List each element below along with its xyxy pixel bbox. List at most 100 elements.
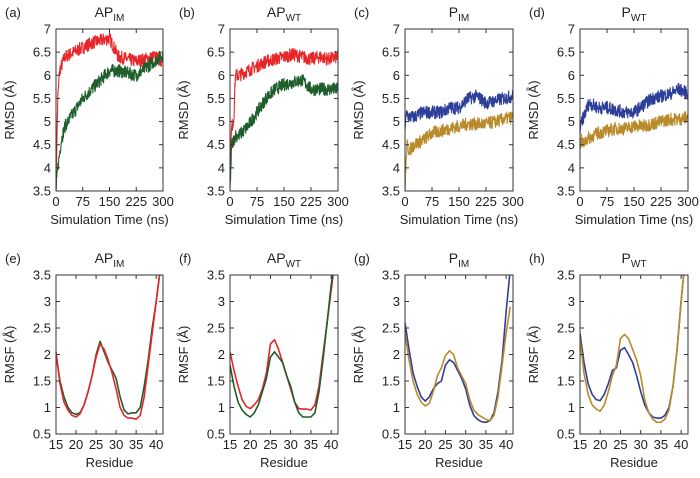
- y-tick-label: 5: [44, 114, 51, 129]
- series-line-1: [580, 82, 688, 136]
- y-tick-label: 6.5: [33, 45, 51, 60]
- x-tick-label: 30: [283, 437, 297, 452]
- x-tick-label: 15: [49, 437, 63, 452]
- x-axis-label: Simulation Time (ns): [50, 212, 168, 227]
- title-subscript: IM: [113, 13, 124, 24]
- y-tick-label: 1.5: [207, 374, 225, 389]
- y-tick-label: 1: [393, 400, 400, 415]
- y-tick-label: 7: [568, 22, 575, 37]
- title-subscript: IM: [113, 259, 124, 270]
- y-tick-label: 4: [44, 160, 51, 175]
- x-tick-label: 0: [226, 194, 233, 209]
- y-tick-label: 4: [568, 160, 575, 175]
- y-axis-label: RMSF (Å): [2, 326, 17, 384]
- title-subscript: IM: [458, 259, 469, 270]
- series-line-2: [580, 110, 688, 149]
- series-line-2: [56, 275, 161, 421]
- panel-label: (g): [354, 251, 370, 266]
- y-tick-label: 6.5: [557, 45, 575, 60]
- y-tick-label: 2.5: [557, 321, 575, 336]
- panel-label: (h): [529, 251, 545, 266]
- x-tick-label: 35: [304, 437, 318, 452]
- x-axis-label: Residue: [435, 455, 483, 470]
- x-tick-label: 300: [327, 194, 349, 209]
- y-tick-label: 3.5: [382, 184, 400, 199]
- subplot-title: PIM: [449, 250, 469, 270]
- y-tick-label: 5.5: [382, 91, 400, 106]
- y-tick-label: 2: [568, 347, 575, 362]
- x-axis-label: Simulation Time (ns): [400, 212, 518, 227]
- y-tick-label: 2: [44, 347, 51, 362]
- x-tick-label: 20: [593, 437, 607, 452]
- y-tick-label: 1.5: [557, 374, 575, 389]
- panel-label: (d): [529, 5, 545, 20]
- subplot-h: (h) PWT 15 20 25 30 35 40 0.5 1 1.5 2 2.5 3 3.5 Residue…: [526, 250, 689, 470]
- series-line-1: [405, 275, 511, 424]
- panel-label: (a): [5, 5, 21, 20]
- y-axis-label: RMSF (Å): [351, 326, 366, 384]
- plot-frame: [229, 274, 339, 435]
- subplot-title: PWT: [622, 4, 647, 24]
- y-tick-label: 5: [568, 114, 575, 129]
- subplot-b: (b) APWT 0 75 150 225 300 3.5 4 4.5 5 5.5 6 6.5 7 Simul…: [176, 4, 349, 227]
- x-tick-label: 75: [76, 194, 90, 209]
- title-subscript: WT: [286, 13, 302, 24]
- series-line-1: [405, 89, 513, 131]
- series-line-1: [580, 275, 685, 419]
- x-tick-label: 30: [633, 437, 647, 452]
- panel-label: (f): [179, 251, 191, 266]
- y-tick-label: 3: [393, 294, 400, 309]
- subplot-title: APWT: [267, 4, 301, 24]
- y-tick-label: 5: [393, 114, 400, 129]
- y-tick-label: 1: [44, 400, 51, 415]
- subplot-title: PWT: [622, 250, 647, 270]
- y-tick-label: 6.5: [382, 45, 400, 60]
- plot-frame: [404, 274, 514, 435]
- title-main: AP: [267, 4, 286, 20]
- y-tick-label: 2: [218, 347, 225, 362]
- x-axis-label: Simulation Time (ns): [575, 212, 693, 227]
- y-tick-label: 3.5: [33, 268, 51, 283]
- y-tick-label: 1.5: [33, 374, 51, 389]
- series-line-2: [230, 74, 338, 190]
- y-tick-label: 4.5: [382, 137, 400, 152]
- title-subscript: WT: [631, 259, 647, 270]
- x-tick-label: 30: [109, 437, 123, 452]
- x-tick-label: 150: [623, 194, 645, 209]
- y-tick-label: 4.5: [557, 137, 575, 152]
- y-tick-label: 2.5: [382, 321, 400, 336]
- x-axis-label: Residue: [610, 455, 658, 470]
- y-tick-label: 3.5: [207, 184, 225, 199]
- y-tick-label: 5.5: [207, 91, 225, 106]
- y-tick-label: 3.5: [207, 268, 225, 283]
- panel-label: (b): [179, 5, 195, 20]
- y-tick-label: 3.5: [382, 268, 400, 283]
- subplot-title: PIM: [449, 4, 469, 24]
- x-tick-label: 25: [89, 437, 103, 452]
- x-tick-label: 35: [654, 437, 668, 452]
- series-line-2: [580, 275, 685, 424]
- y-axis-label: RMSF (Å): [526, 326, 541, 384]
- x-axis-label: Simulation Time (ns): [225, 212, 343, 227]
- x-tick-label: 225: [300, 194, 322, 209]
- y-tick-label: 4: [218, 160, 225, 175]
- y-tick-label: 6: [568, 68, 575, 83]
- y-tick-label: 6: [218, 68, 225, 83]
- y-tick-label: 3.5: [557, 268, 575, 283]
- x-tick-label: 35: [479, 437, 493, 452]
- x-tick-label: 300: [502, 194, 524, 209]
- series-line-2: [56, 50, 163, 191]
- x-tick-label: 40: [324, 437, 338, 452]
- y-tick-label: 6: [44, 68, 51, 83]
- series-line-2: [405, 111, 513, 191]
- title-subscript: WT: [286, 259, 302, 270]
- y-tick-label: 4.5: [207, 137, 225, 152]
- x-tick-label: 35: [129, 437, 143, 452]
- y-tick-label: 1.5: [382, 374, 400, 389]
- series-line-1: [230, 47, 338, 174]
- subplot-g: (g) PIM 15 20 25 30 35 40 0.5 1 1.5 2 2.5 3 3.5 Residue…: [351, 250, 514, 470]
- y-tick-label: 2.5: [207, 321, 225, 336]
- x-tick-label: 0: [401, 194, 408, 209]
- y-tick-label: 4: [393, 160, 400, 175]
- x-tick-label: 25: [263, 437, 277, 452]
